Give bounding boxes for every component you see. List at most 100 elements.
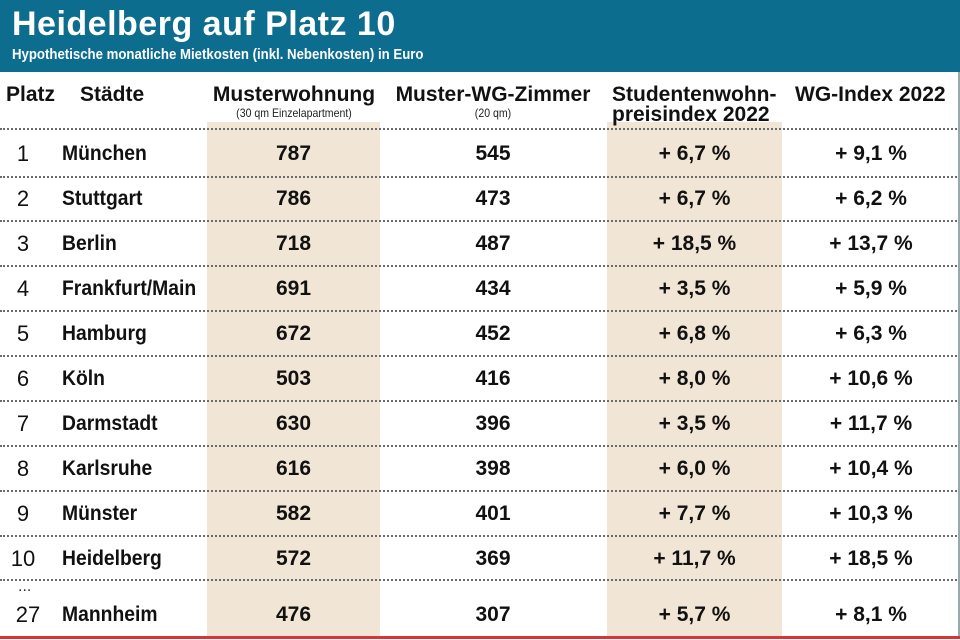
wg-index-cell: + 9,1 %	[835, 142, 907, 165]
table-row: 5 Hamburg 672 452 + 6,8 % + 6,3 %	[0, 311, 960, 356]
row-separator	[0, 265, 960, 267]
row-separator	[0, 445, 960, 447]
apartment-cell: 691	[275, 277, 312, 300]
city-cell: München	[62, 142, 147, 165]
wg-index-cell: + 10,6 %	[829, 367, 913, 390]
row-separator	[0, 355, 960, 357]
rank-cell: 6	[16, 366, 30, 391]
ellipsis-marker: ...	[18, 578, 32, 595]
city-cell: Münster	[62, 502, 138, 525]
wg-room-cell: 487	[475, 232, 511, 255]
rank-cell: 2	[16, 186, 30, 211]
table-row: 9 Münster 582 401 + 7,7 % + 10,3 %	[0, 491, 960, 536]
row-separator	[0, 128, 960, 130]
wg-room-cell: 545	[475, 142, 511, 165]
table-row: 7 Darmstadt 630 396 + 3,5 % + 11,7 %	[0, 401, 960, 446]
page-subtitle: Hypothetische monatliche Mietkosten (ink…	[12, 46, 424, 63]
wg-index-cell: + 5,9 %	[835, 277, 907, 300]
rank-cell: 27	[15, 602, 41, 627]
row-separator	[0, 579, 960, 581]
city-cell: Heidelberg	[62, 547, 162, 570]
wg-room-cell: 369	[475, 547, 511, 570]
student-index-cell: + 3,5 %	[658, 412, 731, 435]
page-title: Heidelberg auf Platz 10	[12, 5, 396, 43]
table-row-highlight: 10 Heidelberg 572 369 + 11,7 % + 18,5 %	[0, 536, 960, 581]
header-banner: Heidelberg auf Platz 10 Hypothetische mo…	[0, 0, 960, 72]
wg-room-cell: 416	[475, 367, 511, 390]
rank-cell: 7	[16, 411, 30, 436]
bottom-rule	[0, 636, 960, 639]
apartment-cell: 503	[275, 367, 312, 390]
row-separator	[0, 400, 960, 402]
city-cell: Hamburg	[62, 322, 147, 345]
apartment-cell: 787	[275, 142, 312, 165]
rank-cell: 3	[16, 231, 30, 256]
wg-index-cell: + 10,3 %	[829, 502, 913, 525]
rank-cell: 1	[16, 141, 30, 166]
row-separator	[0, 310, 960, 312]
rank-cell: 9	[16, 501, 30, 526]
wg-room-cell: 434	[475, 277, 511, 300]
wg-room-cell: 473	[475, 187, 511, 210]
column-subheader-wg-room: (20 qm)	[474, 106, 512, 120]
column-header-wg-room: Muster-WG-Zimmer	[395, 83, 591, 106]
student-index-cell: + 5,7 %	[658, 603, 731, 626]
column-header-student-index-line2: preisindex 2022	[612, 103, 770, 126]
apartment-cell: 616	[275, 457, 312, 480]
column-header-wg-index: WG-Index 2022	[795, 83, 946, 106]
rank-cell: 4	[16, 276, 30, 301]
table-row: 3 Berlin 718 487 + 18,5 % + 13,7 %	[0, 221, 960, 266]
student-index-cell: + 3,5 %	[658, 277, 731, 300]
wg-room-cell: 307	[475, 603, 511, 626]
city-cell: Darmstadt	[62, 412, 158, 435]
city-cell: Köln	[62, 367, 105, 390]
column-header-student-index-line1: Studentenwohn-	[612, 83, 777, 106]
row-separator	[0, 176, 960, 178]
apartment-cell: 572	[275, 547, 312, 570]
shaded-column-student-index	[607, 122, 782, 636]
rank-cell: 8	[16, 456, 30, 481]
table-row: 2 Stuttgart 786 473 + 6,7 % + 6,2 %	[0, 176, 960, 221]
apartment-cell: 630	[275, 412, 312, 435]
wg-index-cell: + 6,2 %	[835, 187, 907, 210]
wg-room-cell: 401	[475, 502, 511, 525]
city-cell: Berlin	[62, 232, 117, 255]
wg-index-cell: + 13,7 %	[829, 232, 913, 255]
wg-index-cell: + 6,3 %	[835, 322, 907, 345]
apartment-cell: 718	[275, 232, 312, 255]
table-row-last: 27 Mannheim 476 307 + 5,7 % + 8,1 %	[0, 594, 960, 636]
apartment-cell: 476	[275, 603, 312, 626]
row-separator	[0, 220, 960, 222]
student-index-cell: + 11,7 %	[653, 547, 736, 570]
wg-room-cell: 452	[475, 322, 511, 345]
wg-index-cell: + 18,5 %	[829, 547, 913, 570]
table-row: 1 München 787 545 + 6,7 % + 9,1 %	[0, 131, 960, 176]
apartment-cell: 672	[275, 322, 312, 345]
row-separator	[0, 535, 960, 537]
student-index-cell: + 6,8 %	[658, 322, 731, 345]
wg-room-cell: 396	[475, 412, 511, 435]
right-border	[958, 72, 960, 638]
table-row: 6 Köln 503 416 + 8,0 % + 10,6 %	[0, 356, 960, 401]
wg-index-cell: + 11,7 %	[829, 412, 913, 435]
city-cell: Stuttgart	[62, 187, 143, 210]
city-cell: Mannheim	[62, 603, 158, 626]
student-index-cell: + 7,7 %	[658, 502, 731, 525]
rank-cell: 10	[10, 546, 36, 571]
wg-index-cell: + 10,4 %	[829, 457, 913, 480]
rank-cell: 5	[16, 321, 30, 346]
column-header-city: Städte	[80, 83, 145, 106]
table-row: 8 Karlsruhe 616 398 + 6,0 % + 10,4 %	[0, 446, 960, 491]
student-index-cell: + 18,5 %	[652, 232, 737, 255]
column-header-rank: Platz	[6, 83, 56, 106]
wg-index-cell: + 8,1 %	[835, 603, 907, 626]
city-cell: Frankfurt/Main	[62, 277, 197, 300]
apartment-cell: 786	[275, 187, 312, 210]
column-subheader-apartment: (30 qm Einzelapartment)	[236, 106, 352, 120]
student-index-cell: + 6,7 %	[658, 142, 731, 165]
student-index-cell: + 6,7 %	[658, 187, 731, 210]
table-row: 4 Frankfurt/Main 691 434 + 3,5 % + 5,9 %	[0, 266, 960, 311]
row-separator	[0, 490, 960, 492]
student-index-cell: + 8,0 %	[658, 367, 731, 390]
